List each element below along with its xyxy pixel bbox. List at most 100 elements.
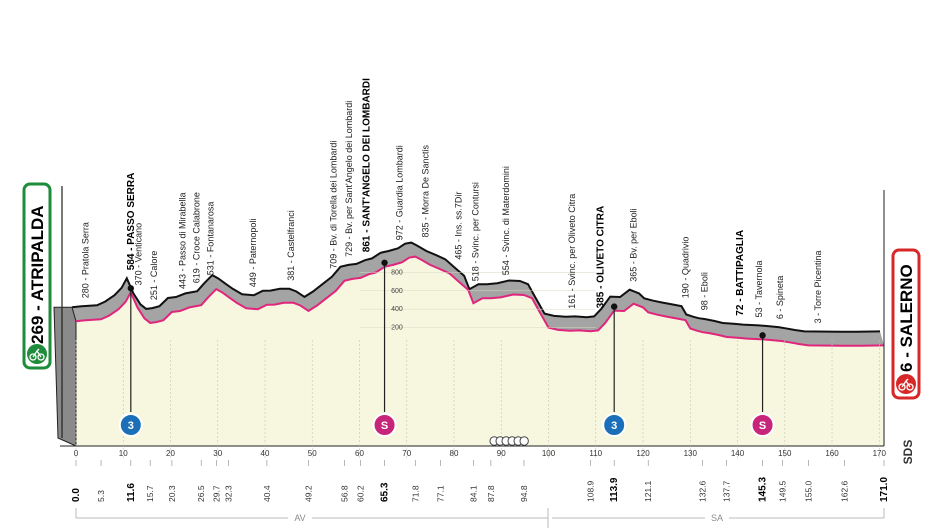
climb-sprint-markers: 3 S 3 S bbox=[118, 259, 775, 446]
km-label: 40.4 bbox=[262, 485, 272, 502]
start-label: 269 - ATRIPALDA bbox=[28, 205, 47, 344]
finish-label: 6 - SALERNO bbox=[897, 264, 916, 372]
marker-dot bbox=[127, 285, 135, 292]
km-label: 49.2 bbox=[304, 485, 314, 502]
sds-logo: SDS bbox=[901, 440, 915, 465]
alt-tick-label: 800 bbox=[391, 269, 403, 276]
waypoint-label: 584 - PASSO SERRA bbox=[126, 173, 137, 271]
km-tick-label: 160 bbox=[825, 449, 839, 458]
waypoint-label: 370 - Venticano bbox=[133, 223, 143, 286]
km-label: 145.3 bbox=[758, 477, 769, 502]
km-tick-label: 120 bbox=[636, 449, 650, 458]
km-tick-label: 0 bbox=[74, 449, 79, 458]
sprint-badge bbox=[372, 413, 397, 437]
km-tick-label: 30 bbox=[213, 449, 222, 458]
km-label: 149.5 bbox=[777, 480, 787, 502]
km-tick-label: 50 bbox=[308, 449, 317, 458]
km-axis: 0 10 20 30 40 50 60 70 80 90 100 110 120 130 140 150 160… bbox=[60, 190, 886, 460]
climb-badge bbox=[602, 413, 627, 437]
km-label: 121.1 bbox=[643, 480, 653, 502]
alt-tick-label: 200 bbox=[391, 325, 403, 332]
km-label: 113.9 bbox=[609, 477, 620, 502]
km-label: 0.0 bbox=[71, 488, 82, 502]
finish-badge: 6 - SALERNO bbox=[891, 248, 921, 400]
cyclist-icon bbox=[27, 344, 47, 364]
km-label: 65.3 bbox=[380, 482, 391, 502]
km-tick-label: 70 bbox=[402, 449, 411, 458]
km-tick-label: 130 bbox=[684, 449, 698, 458]
km-label: 108.9 bbox=[586, 480, 596, 502]
sprint-label: S bbox=[759, 420, 766, 432]
km-tick-label: 110 bbox=[589, 449, 602, 458]
km-labels: 0.0 5.3 11.6 15.7 20.3 26.5 29.7 32.3 40.4 49.2 56… bbox=[71, 460, 890, 502]
km-tick-label: 10 bbox=[119, 449, 128, 458]
climb-badge bbox=[118, 413, 143, 437]
km-label: 32.3 bbox=[224, 485, 234, 502]
province-av-label: AV bbox=[294, 513, 305, 523]
alt-tick-label: 400 bbox=[391, 306, 403, 313]
km-label: 20.3 bbox=[167, 485, 177, 502]
alt-tick-label: 600 bbox=[391, 288, 403, 295]
marker-dot bbox=[759, 332, 766, 339]
climb-label: 3 bbox=[128, 420, 134, 432]
marker-dot bbox=[610, 303, 618, 310]
waypoint-label: 554 - Svinc. di Materdomini bbox=[501, 166, 511, 275]
waypoint-label: 161 - Svinc. per Oliveto Citra bbox=[567, 194, 577, 309]
sprint-label: S bbox=[381, 420, 388, 432]
km-label: 84.1 bbox=[468, 485, 478, 502]
waypoint-label: 280 - Pratola Serra bbox=[81, 222, 91, 298]
waypoint-label: 518 - Svinc. per Contursi bbox=[470, 182, 480, 281]
waypoint-label: 709 - Bv. di Torella dei Lombardi bbox=[329, 141, 339, 269]
waypoint-labels: 280 - Pratola Serra 584 - PASSO SERRA370 … bbox=[81, 78, 823, 323]
elevation-profile bbox=[53, 186, 885, 447]
waypoint-label: 443 - Passo di Mirabella bbox=[177, 192, 187, 289]
ridge-line bbox=[71, 241, 881, 333]
waypoint-label: 449 - Paternopoli bbox=[248, 219, 258, 288]
waypoint-label: 6 - Spineta bbox=[775, 276, 785, 320]
km-tick-label: 20 bbox=[166, 449, 175, 458]
km-label: 5.3 bbox=[96, 490, 106, 502]
waypoint-label: 531 - Fontanarosa bbox=[206, 202, 216, 276]
km-label: 137.7 bbox=[722, 480, 732, 502]
km-label: 87.8 bbox=[486, 485, 496, 502]
km-label: 56.8 bbox=[339, 485, 349, 502]
km-tick-label: 140 bbox=[731, 449, 745, 458]
km-label: 162.6 bbox=[839, 480, 849, 502]
km-label: 60.2 bbox=[356, 485, 366, 502]
feed-zone-icon bbox=[519, 436, 529, 446]
km-label: 71.8 bbox=[410, 485, 420, 502]
km-label: 132.6 bbox=[698, 480, 708, 502]
waypoint-label: 972 - Guardia Lombardi bbox=[395, 145, 405, 240]
km-label: 94.8 bbox=[519, 485, 529, 502]
altitude-scale: 200 400 600 800 bbox=[359, 269, 596, 332]
km-label: 77.1 bbox=[435, 485, 445, 502]
waypoint-label: 98 - Eboli bbox=[699, 272, 709, 310]
km-label: 26.5 bbox=[196, 485, 206, 502]
province-bands: AV SA bbox=[75, 508, 885, 528]
waypoint-label: 465 - Ins. ss.7Dir bbox=[454, 192, 464, 260]
waypoint-label: 365 - Bv. per Eboli bbox=[629, 208, 639, 281]
road-line bbox=[75, 255, 885, 347]
marker-dot bbox=[381, 259, 388, 266]
waypoint-label: 835 - Morra De Sanctis bbox=[421, 144, 431, 237]
km-label: 11.6 bbox=[126, 483, 137, 502]
km-label: 15.7 bbox=[145, 485, 155, 502]
waypoint-label: 729 - Bv. per Sant'Angelo dei Lombardi bbox=[344, 101, 354, 257]
km-tick-label: 90 bbox=[497, 449, 506, 458]
waypoint-label: 385 - OLIVETO CITRA bbox=[596, 206, 607, 309]
waypoint-label: 72 - BATTIPAGLIA bbox=[735, 230, 746, 316]
waypoint-label: 619 - Croce Calabrone bbox=[192, 192, 202, 283]
start-badge: 269 - ATRIPALDA bbox=[22, 182, 52, 370]
cyclist-icon bbox=[896, 374, 916, 394]
waypoint-label: 251 - Calore bbox=[149, 251, 159, 301]
waypoint-label: 3 - Torre Picentina bbox=[813, 251, 823, 324]
climb-label: 3 bbox=[611, 420, 617, 432]
km-label: 171.0 bbox=[879, 477, 890, 502]
waypoint-label: 53 - Tavernola bbox=[754, 261, 764, 318]
mountain-band bbox=[72, 242, 884, 346]
km-label: 29.7 bbox=[211, 485, 221, 502]
start-face bbox=[53, 306, 77, 447]
province-sa-label: SA bbox=[711, 513, 723, 523]
km-tick-label: 60 bbox=[355, 449, 364, 458]
waypoint-label: 190 - Quadrivio bbox=[681, 237, 691, 299]
